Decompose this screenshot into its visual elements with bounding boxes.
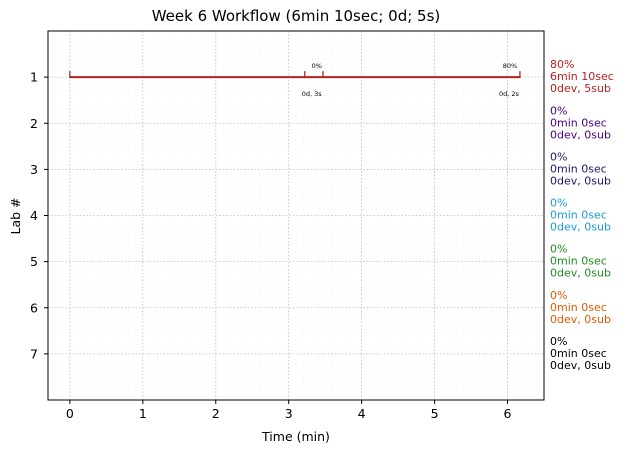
x-tick-label: 2	[212, 406, 220, 421]
lab-series: 0% 0d, 3s 80% 0d, 2s	[69, 62, 521, 98]
end-label-above: 80%	[503, 62, 517, 70]
lab-2-summary: 0% 0min 0sec 0dev, 0sub	[550, 104, 611, 141]
x-tick-label: 4	[358, 406, 366, 421]
chart-title: Week 6 Workflow (6min 10sec; 0d; 5s)	[152, 7, 441, 25]
x-tick-label: 3	[285, 406, 293, 421]
lab-4-summary: 0% 0min 0sec 0dev, 0sub	[550, 197, 611, 234]
marker-label-below: 0d, 3s	[302, 90, 323, 98]
lab-summaries: 80% 6min 10sec 0dev, 5sub 0% 0min 0sec 0dev, …	[550, 58, 614, 372]
marker-label-above: 0%	[312, 62, 322, 70]
y-axis-label: Lab #	[8, 197, 23, 234]
y-tick-label: 2	[30, 116, 38, 131]
x-tick-label: 1	[139, 406, 147, 421]
major-grid	[48, 31, 544, 400]
y-tick-label: 1	[30, 70, 38, 85]
y-tick-label: 3	[30, 162, 38, 177]
x-axis-label: Time (min)	[261, 429, 330, 444]
x-tick-label: 0	[66, 406, 74, 421]
end-label-below: 0d, 2s	[499, 90, 520, 98]
plot-frame	[47, 30, 545, 401]
x-axis-ticks: 0 1 2 3 4 5 6	[66, 400, 512, 421]
y-tick-label: 7	[30, 346, 38, 361]
x-tick-label: 6	[504, 406, 512, 421]
lab-7-summary: 0% 0min 0sec 0dev, 0sub	[550, 335, 611, 372]
y-tick-label: 6	[30, 300, 38, 315]
y-tick-label: 5	[30, 254, 38, 269]
y-tick-label: 4	[30, 208, 38, 223]
lab-6-summary: 0% 0min 0sec 0dev, 0sub	[550, 289, 611, 326]
lab-5-summary: 0% 0min 0sec 0dev, 0sub	[550, 243, 611, 280]
lab-3-summary: 0% 0min 0sec 0dev, 0sub	[550, 150, 611, 187]
lab-1-summary: 80% 6min 10sec 0dev, 5sub	[550, 58, 614, 95]
x-tick-label: 5	[431, 406, 439, 421]
y-axis-ticks: 1 2 3 4 5 6 7	[30, 70, 48, 361]
